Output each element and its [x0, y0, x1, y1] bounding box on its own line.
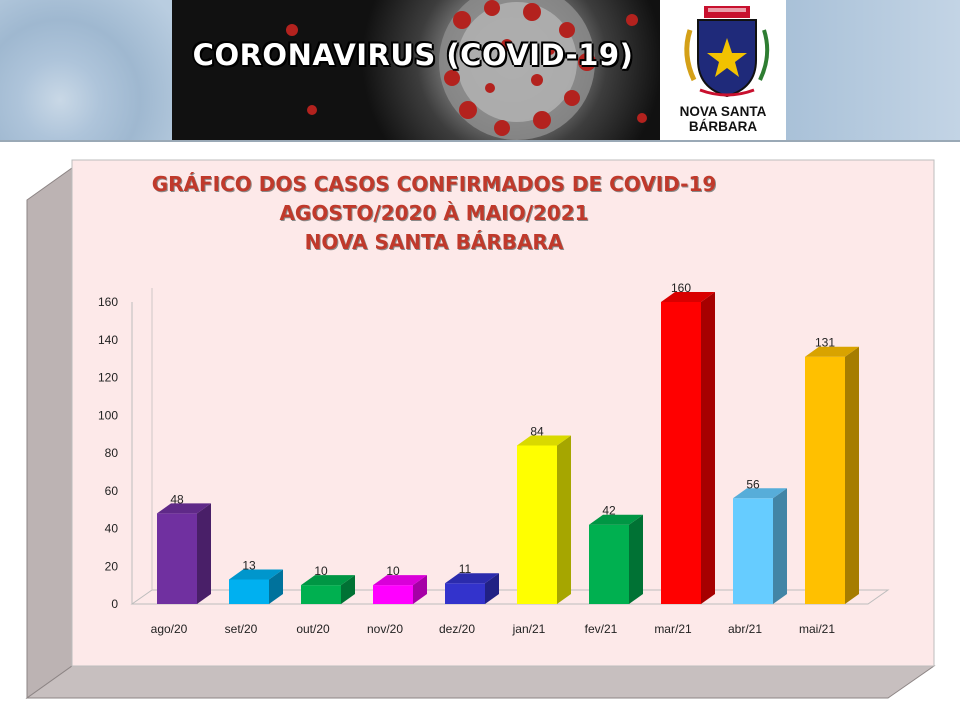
y-tick-label: 40: [105, 522, 119, 536]
bar-side: [413, 575, 427, 604]
x-tick-label: ago/20: [151, 622, 188, 636]
covid-banner-image: CORONAVIRUS (COVID-19): [172, 0, 660, 140]
data-label: 11: [459, 562, 472, 576]
logo-line-2: BÁRBARA: [688, 119, 758, 134]
bar: [517, 445, 557, 604]
bar-top: [445, 573, 499, 584]
y-tick-label: 0: [111, 597, 118, 611]
y-tick-label: 80: [105, 446, 119, 460]
logo-text: NOVA SANTA BÁRBARA: [660, 104, 786, 134]
bar-top: [805, 346, 859, 357]
chart-title-line-1: GRÁFICO DOS CASOS CONFIRMADOS DE COVID-1…: [151, 172, 717, 196]
bar: [733, 498, 773, 604]
x-tick-label: set/20: [225, 622, 258, 636]
data-label: 10: [386, 564, 400, 578]
data-label: 48: [170, 492, 184, 506]
x-tick-label: nov/20: [367, 622, 403, 636]
banner-title: CORONAVIRUS (COVID-19): [192, 38, 634, 72]
logo-line-1: NOVA SANTA: [679, 104, 767, 119]
bar: [373, 585, 413, 604]
bar-side: [485, 573, 499, 604]
x-tick-label: jan/21: [512, 622, 546, 636]
y-tick-label: 140: [98, 333, 118, 347]
x-tick-label: out/20: [296, 622, 330, 636]
y-tick-label: 20: [105, 559, 119, 573]
chart-title-line-2: AGOSTO/2020 À MAIO/2021: [279, 201, 589, 225]
bar-side: [197, 503, 211, 604]
y-tick-label: 160: [98, 295, 118, 309]
bar-top: [229, 569, 283, 580]
x-tick-label: fev/21: [585, 622, 618, 636]
bar-side: [341, 575, 355, 604]
data-label: 10: [314, 564, 328, 578]
y-tick-label: 60: [105, 484, 119, 498]
x-tick-label: mai/21: [799, 622, 835, 636]
municipality-logo: NOVA SANTA BÁRBARA: [660, 0, 786, 140]
data-label: 42: [602, 504, 616, 518]
bar-side: [773, 488, 787, 604]
data-label: 56: [746, 477, 760, 491]
coronavirus-illustration: [286, 0, 647, 140]
chart-background: [71, 159, 935, 667]
bar: [229, 579, 269, 604]
chart-title-line-3: NOVA SANTA BÁRBARA: [304, 230, 564, 254]
bar: [301, 585, 341, 604]
data-label: 160: [671, 281, 691, 295]
bar-side: [701, 292, 715, 604]
bar-side: [557, 435, 571, 604]
bar: [157, 513, 197, 604]
bar-side: [845, 346, 859, 604]
bar: [589, 524, 629, 604]
bar-top: [733, 488, 787, 499]
bar-side: [629, 514, 643, 604]
bar-top: [301, 575, 355, 586]
bar-top: [517, 435, 571, 446]
coat-of-arms-icon: [684, 6, 770, 98]
bar: [661, 302, 701, 604]
x-tick-label: dez/20: [439, 622, 475, 636]
data-label: 13: [242, 558, 256, 572]
x-tick-label: abr/21: [728, 622, 762, 636]
x-tick-label: mar/21: [654, 622, 692, 636]
y-tick-label: 120: [98, 371, 118, 385]
background-right: [786, 0, 960, 140]
bar-top: [373, 575, 427, 586]
y-tick-label: 100: [98, 408, 118, 422]
chart-title: GRÁFICO DOS CASOS CONFIRMADOS DE COVID-1…: [70, 170, 798, 257]
divider: [0, 140, 960, 142]
background-virus-left: [0, 0, 172, 140]
chart-frame: [25, 159, 936, 699]
bar-top: [589, 514, 643, 525]
data-label: 84: [530, 424, 544, 438]
bar: [445, 583, 485, 604]
bar-side: [269, 569, 283, 604]
bar: [805, 356, 845, 604]
bar-top: [661, 292, 715, 302]
bar-top: [157, 503, 211, 514]
data-label: 131: [815, 336, 835, 350]
